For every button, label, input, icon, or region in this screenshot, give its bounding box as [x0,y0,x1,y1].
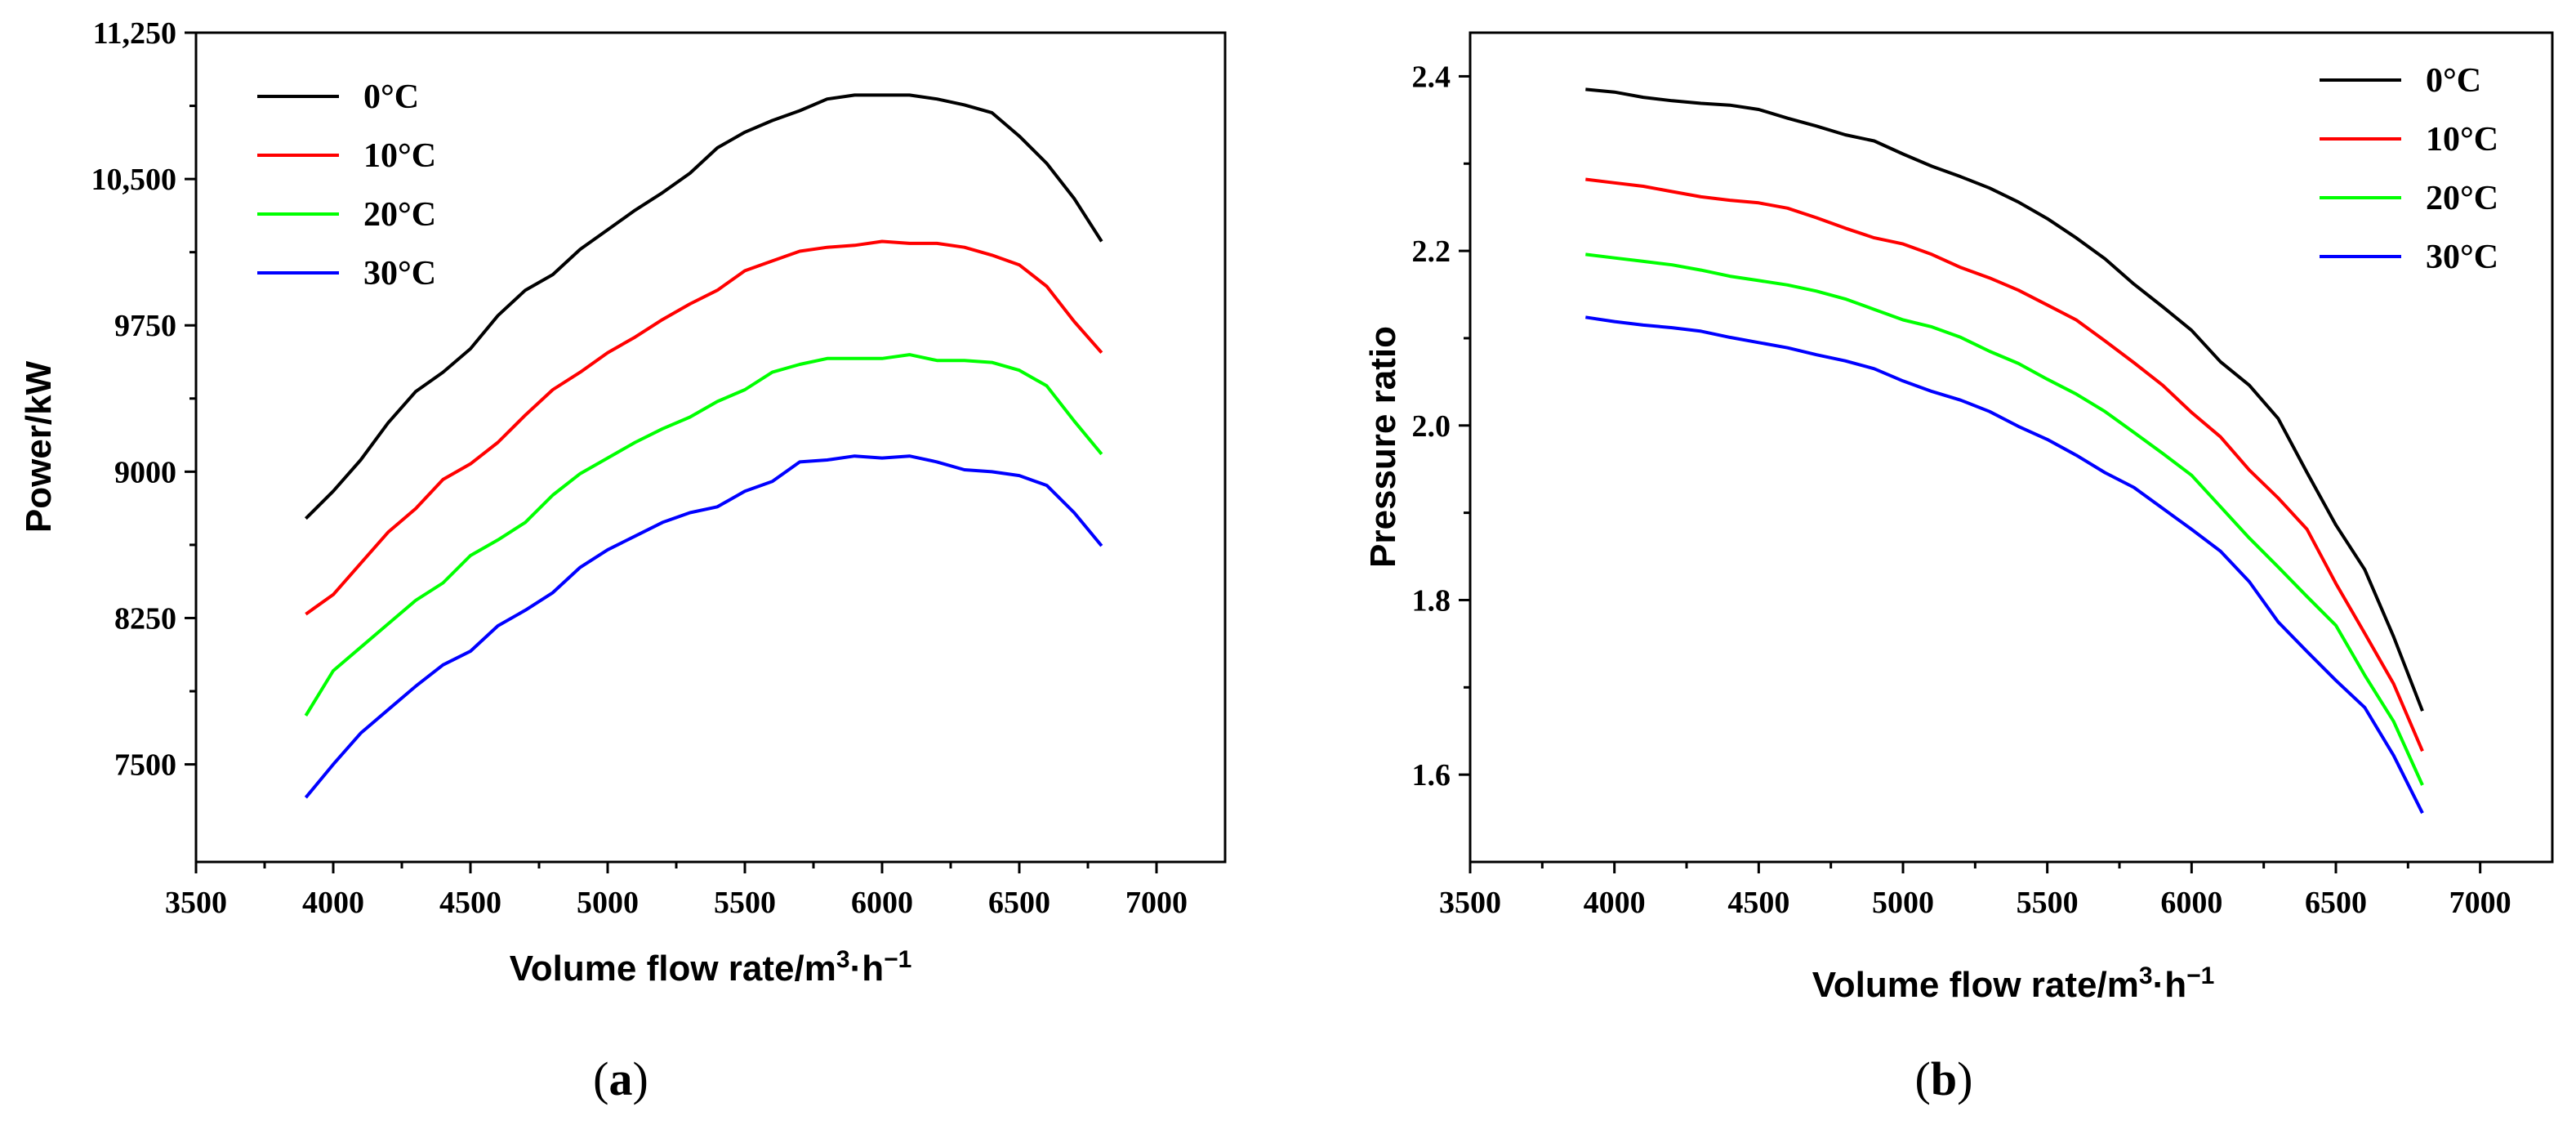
legend-label: 30°C [363,255,436,292]
series-line-10c [305,239,1103,616]
y-axis-title: Pressure ratio [1363,326,1403,568]
chart-panel-b: 3500 4000 4500 5000 5500 6000 6500 7000 1.6 1.8 2.… [1363,31,2554,1105]
x-tick-label: 7000 [2449,886,2511,920]
x-tick-label: 5500 [2017,886,2079,920]
y-tick-label: 2.4 [1412,60,1451,94]
series-line-0c [1585,87,2424,712]
legend-label: 10°C [363,137,436,175]
series-line-20c [304,353,1103,717]
x-axis-title: Volume flow rate/m3·h−1 [1812,962,2215,1005]
series-line-30c [304,454,1103,799]
x-tick-label: 5000 [577,886,639,920]
x-tick-label: 6000 [2160,886,2222,920]
series-line-10c [1585,177,2424,752]
x-tick-label: 4500 [439,886,501,920]
y-tick-label: 1.6 [1412,758,1451,792]
x-tick-label: 4000 [1584,886,1646,920]
x-tick-label: 6500 [988,886,1050,920]
legend-label: 20°C [2426,180,2498,217]
x-tick-label: 5500 [714,886,776,920]
y-tick-label: 7500 [114,748,176,783]
x-tick-label: 3500 [165,886,227,920]
x-tick-label: 6000 [851,886,913,920]
x-tick-label: 3500 [1439,886,1501,920]
y-tick-label: 11,250 [93,16,176,51]
y-tick-label: 2.0 [1412,409,1451,444]
x-tick-label: 5000 [1872,886,1934,920]
x-tick-label: 6500 [2305,886,2367,920]
x-tick-label: 7000 [1125,886,1188,920]
y-axis-title: Power/kW [19,360,59,533]
panel-label: (b) [1915,1052,1973,1105]
legend-label: 10°C [2426,121,2498,158]
legend-label: 0°C [2426,62,2481,100]
panel-label: (a) [593,1052,648,1105]
y-tick-label: 1.8 [1412,583,1451,618]
x-tick-label: 4000 [302,886,364,920]
y-tick-label: 9000 [114,455,176,489]
x-tick-label: 4500 [1727,886,1789,920]
plot-frame [194,31,1227,864]
x-axis-title: Volume flow rate/m3·h−1 [510,946,912,989]
y-tick-label: 8250 [114,601,176,636]
series-line-30c [1585,315,2424,815]
legend-label: 30°C [2426,239,2498,276]
series-line-20c [1585,252,2424,786]
chart-panel-a: 3500 4000 4500 5000 5500 6000 6500 7000 7500 8250… [19,16,1227,1105]
plot-frame [1468,31,2554,864]
legend-label: 20°C [363,196,436,234]
y-tick-label: 9750 [114,309,176,343]
legend-label: 0°C [363,78,419,116]
y-tick-label: 2.2 [1412,234,1451,269]
y-tick-label: 10,500 [91,163,177,197]
series-line-0c [304,93,1103,520]
